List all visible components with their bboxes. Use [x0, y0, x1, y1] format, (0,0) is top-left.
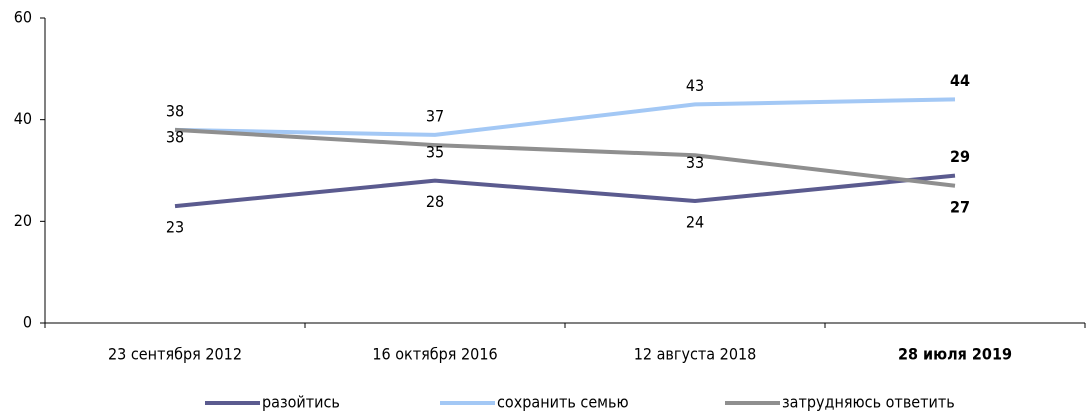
x-tick-label: 12 августа 2018	[634, 345, 757, 364]
x-tick-label: 16 октября 2016	[372, 345, 497, 364]
y-tick-label: 60	[14, 8, 32, 27]
data-label: 24	[686, 213, 704, 232]
data-label: 28	[426, 192, 444, 211]
x-tick-label: 23 сентября 2012	[108, 345, 242, 364]
x-tick-label: 28 июля 2019	[898, 345, 1012, 364]
y-tick-label: 0	[23, 313, 32, 332]
data-label: 27	[950, 197, 970, 216]
data-label: 38	[166, 127, 184, 146]
data-label: 44	[950, 71, 970, 90]
legend-label: сохранить семью	[497, 393, 629, 412]
data-label: 38	[166, 101, 184, 120]
data-label: 43	[686, 76, 704, 95]
series-line	[174, 127, 956, 188]
data-label: 33	[686, 153, 704, 172]
data-label: 37	[426, 106, 444, 125]
legend-label: разойтись	[262, 393, 340, 412]
data-label: 23	[166, 218, 184, 237]
data-label: 35	[426, 143, 444, 162]
data-label: 29	[950, 147, 970, 166]
series-line	[174, 97, 956, 137]
y-tick-label: 20	[14, 211, 32, 230]
y-tick-label: 40	[14, 109, 32, 128]
series-line	[174, 173, 956, 209]
legend-label: затрудняюсь ответить	[782, 393, 955, 412]
